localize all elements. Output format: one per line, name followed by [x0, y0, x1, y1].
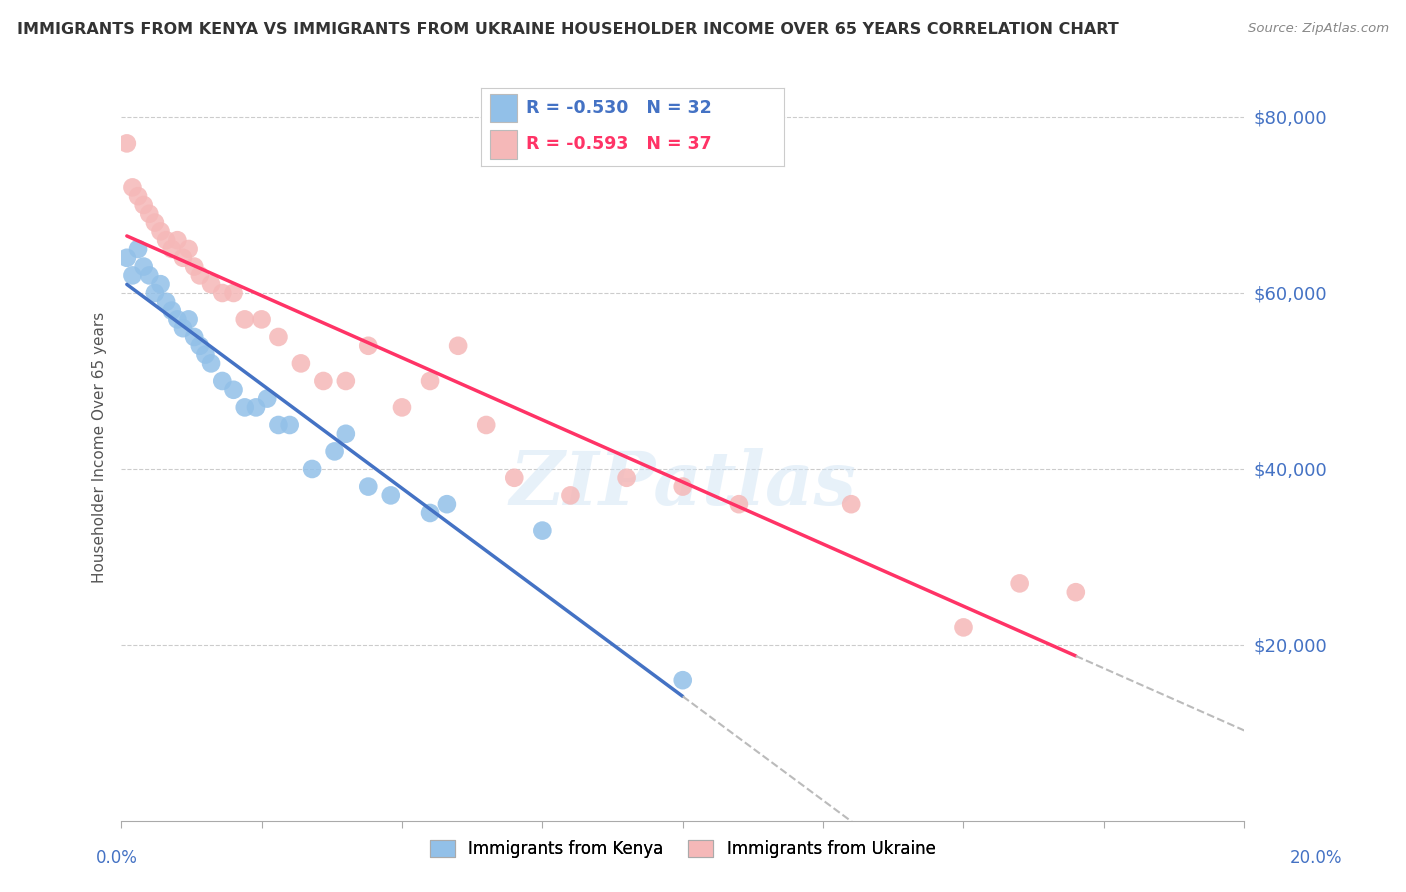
Point [301, 462, 323, 476]
Point [503, 471, 526, 485]
Point [127, 242, 149, 256]
Point [177, 312, 200, 326]
Point [672, 673, 695, 688]
Point [323, 444, 346, 458]
Point [143, 285, 166, 300]
Point [560, 488, 582, 502]
Point [1008, 576, 1031, 591]
Point [138, 207, 160, 221]
Point [436, 497, 458, 511]
Point [419, 506, 441, 520]
Point [335, 374, 357, 388]
Point [149, 277, 172, 292]
Point [256, 392, 278, 406]
Point [160, 242, 183, 256]
Point [222, 383, 245, 397]
Point [357, 480, 380, 494]
Legend: Immigrants from Kenya, Immigrants from Ukraine: Immigrants from Kenya, Immigrants from U… [423, 833, 942, 865]
Point [290, 356, 312, 370]
Text: 20.0%: 20.0% [1291, 849, 1343, 867]
Point [250, 312, 273, 326]
Text: ZIPatlas: ZIPatlas [509, 448, 856, 521]
Point [188, 339, 211, 353]
Point [233, 401, 256, 415]
Point [194, 348, 217, 362]
Point [1064, 585, 1087, 599]
Point [267, 330, 290, 344]
Point [115, 251, 138, 265]
Point [419, 374, 441, 388]
Point [155, 294, 177, 309]
Point [188, 268, 211, 283]
Point [121, 180, 143, 194]
Point [475, 417, 498, 432]
Point [531, 524, 554, 538]
Point [839, 497, 862, 511]
Point [380, 488, 402, 502]
Point [616, 471, 638, 485]
Point [233, 312, 256, 326]
Point [222, 285, 245, 300]
Point [200, 277, 222, 292]
Point [672, 480, 695, 494]
Point [143, 216, 166, 230]
Point [183, 260, 205, 274]
Point [447, 339, 470, 353]
Point [211, 374, 233, 388]
Point [267, 417, 290, 432]
Point [211, 285, 233, 300]
Point [132, 198, 155, 212]
Point [177, 242, 200, 256]
Point [183, 330, 205, 344]
Point [127, 189, 149, 203]
Point [357, 339, 380, 353]
Point [160, 303, 183, 318]
Point [172, 251, 194, 265]
Point [245, 401, 267, 415]
Point [335, 426, 357, 441]
Point [312, 374, 335, 388]
Point [166, 233, 188, 247]
Point [132, 260, 155, 274]
Text: Source: ZipAtlas.com: Source: ZipAtlas.com [1249, 22, 1389, 36]
Point [155, 233, 177, 247]
Text: 0.0%: 0.0% [96, 849, 138, 867]
Point [115, 136, 138, 151]
Text: IMMIGRANTS FROM KENYA VS IMMIGRANTS FROM UKRAINE HOUSEHOLDER INCOME OVER 65 YEAR: IMMIGRANTS FROM KENYA VS IMMIGRANTS FROM… [17, 22, 1119, 37]
Point [952, 620, 974, 634]
Point [391, 401, 413, 415]
Point [172, 321, 194, 335]
Point [278, 417, 301, 432]
Point [138, 268, 160, 283]
Point [200, 356, 222, 370]
Point [728, 497, 751, 511]
Point [149, 224, 172, 238]
Point [166, 312, 188, 326]
Y-axis label: Householder Income Over 65 years: Householder Income Over 65 years [93, 311, 107, 582]
Point [121, 268, 143, 283]
